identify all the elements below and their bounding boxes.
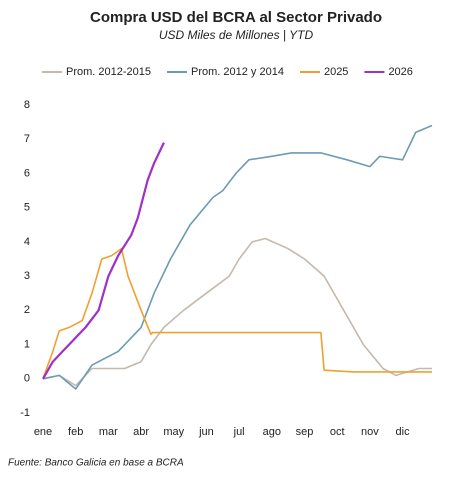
x-tick-label: nov [361,426,379,438]
chart-title: Compra USD del BCRA al Sector Privado [90,9,382,26]
y-tick-label: 5 [24,202,30,214]
legend-label: 2025 [324,66,348,78]
series-line [42,247,432,380]
series-line [42,237,432,387]
legend-label: Prom. 2012 y 2014 [191,66,284,78]
y-tick-label: 0 [24,373,30,385]
x-tick-label: dic [396,426,411,438]
y-tick-label: 3 [24,270,30,282]
x-tick-label: jul [233,426,245,438]
y-tick-label: -1 [20,407,30,419]
source-note: Fuente: Banco Galicia en base a BCRA [8,458,184,469]
series-line [42,142,165,380]
y-tick-label: 2 [24,304,30,316]
y-tick-label: 7 [24,133,30,145]
x-tick-label: mar [99,426,118,438]
chart-subtitle: USD Miles de Millones | YTD [159,28,314,42]
y-tick-label: 6 [24,167,30,179]
y-tick-label: 4 [24,236,30,248]
x-tick-label: abr [133,426,149,438]
series-line [42,124,433,390]
x-tick-label: jun [198,426,214,438]
y-tick-label: 8 [24,99,30,111]
x-tick-label: ago [263,426,281,438]
x-tick-label: sep [296,426,314,438]
x-tick-label: ene [34,426,52,438]
x-tick-label: oct [330,426,345,438]
x-tick-label: may [163,426,184,438]
legend-label: Prom. 2012-2015 [66,66,151,78]
legend-label: 2026 [388,66,412,78]
y-tick-label: 1 [24,338,30,350]
x-tick-label: feb [68,426,83,438]
